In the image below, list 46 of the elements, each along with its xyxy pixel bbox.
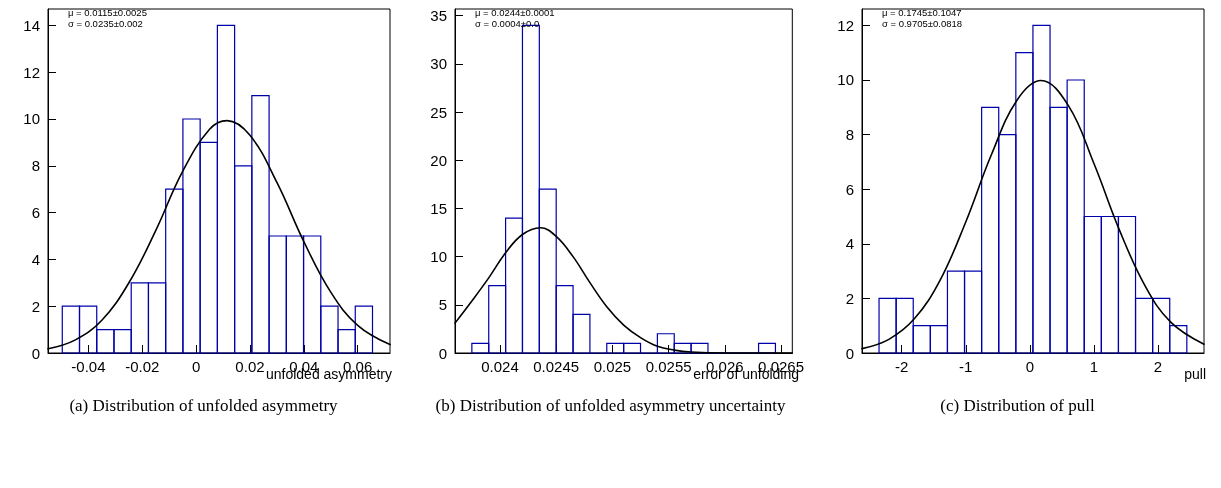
annotation: σ = 0.9705±0.0818 (882, 17, 963, 29)
x-tick-label: -0.04 (71, 358, 106, 375)
y-tick-label: 35 (430, 7, 447, 25)
y-tick-label: 8 (845, 126, 854, 144)
y-tick-label: 25 (430, 103, 447, 121)
x-tick-label: 1 (1089, 358, 1099, 375)
x-tick-label: 0.024 (481, 358, 519, 375)
x-tick-label: 2 (1153, 358, 1163, 375)
y-tick-label: 10 (837, 71, 854, 89)
x-tick-label: 0.025 (593, 358, 632, 375)
annotation: μ = 0.0244±0.0001 (475, 6, 555, 18)
y-tick-label: 2 (31, 297, 40, 315)
annotation: σ = 0.0235±0.002 (68, 17, 143, 29)
text: (a) Distribution of unfolded asymmetry (69, 395, 338, 417)
y-tick-label: 5 (438, 296, 447, 314)
x-tick-label: 0.0245 (533, 358, 580, 375)
y-tick-label: 0 (438, 344, 447, 362)
annotation: σ = 0.0004±0.0 (475, 17, 540, 29)
y-tick-label: 6 (845, 180, 854, 198)
y-tick-label: 10 (23, 110, 40, 128)
y-tick-label: 0 (31, 344, 40, 362)
y-tick-label: 12 (837, 16, 854, 34)
annotation: μ = 0.0115±0.0025 (68, 6, 147, 18)
x-tick-label: 0.0255 (645, 358, 692, 375)
x-tick-label: -1 (959, 358, 973, 375)
y-tick-label: 0 (845, 344, 854, 362)
x-tick-label: 0 (1025, 358, 1034, 375)
y-tick-label: 30 (430, 55, 447, 73)
y-tick-label: 12 (23, 63, 40, 81)
y-tick-label: 4 (845, 235, 854, 253)
y-tick-label: 20 (430, 151, 447, 169)
y-tick-label: 15 (430, 199, 447, 217)
x-tick-label: 0.02 (235, 358, 265, 375)
x-axis-title: pull (1184, 366, 1206, 382)
y-tick-label: 6 (31, 204, 40, 222)
y-tick-label: 8 (31, 157, 40, 175)
y-tick-label: 4 (31, 250, 40, 268)
annotation: μ = 0.1745±0.1047 (882, 6, 962, 18)
y-tick-label: 10 (430, 248, 447, 266)
x-tick-label: -2 (895, 358, 909, 375)
x-tick-label: 0 (191, 358, 201, 375)
text: (b) Distribution of unfolded asymmetry uncertainty (435, 395, 786, 417)
y-tick-label: 14 (23, 16, 40, 34)
text: (c) Distribution of pull (940, 395, 1095, 417)
x-tick-label: -0.02 (125, 358, 160, 375)
y-tick-label: 2 (845, 289, 854, 307)
